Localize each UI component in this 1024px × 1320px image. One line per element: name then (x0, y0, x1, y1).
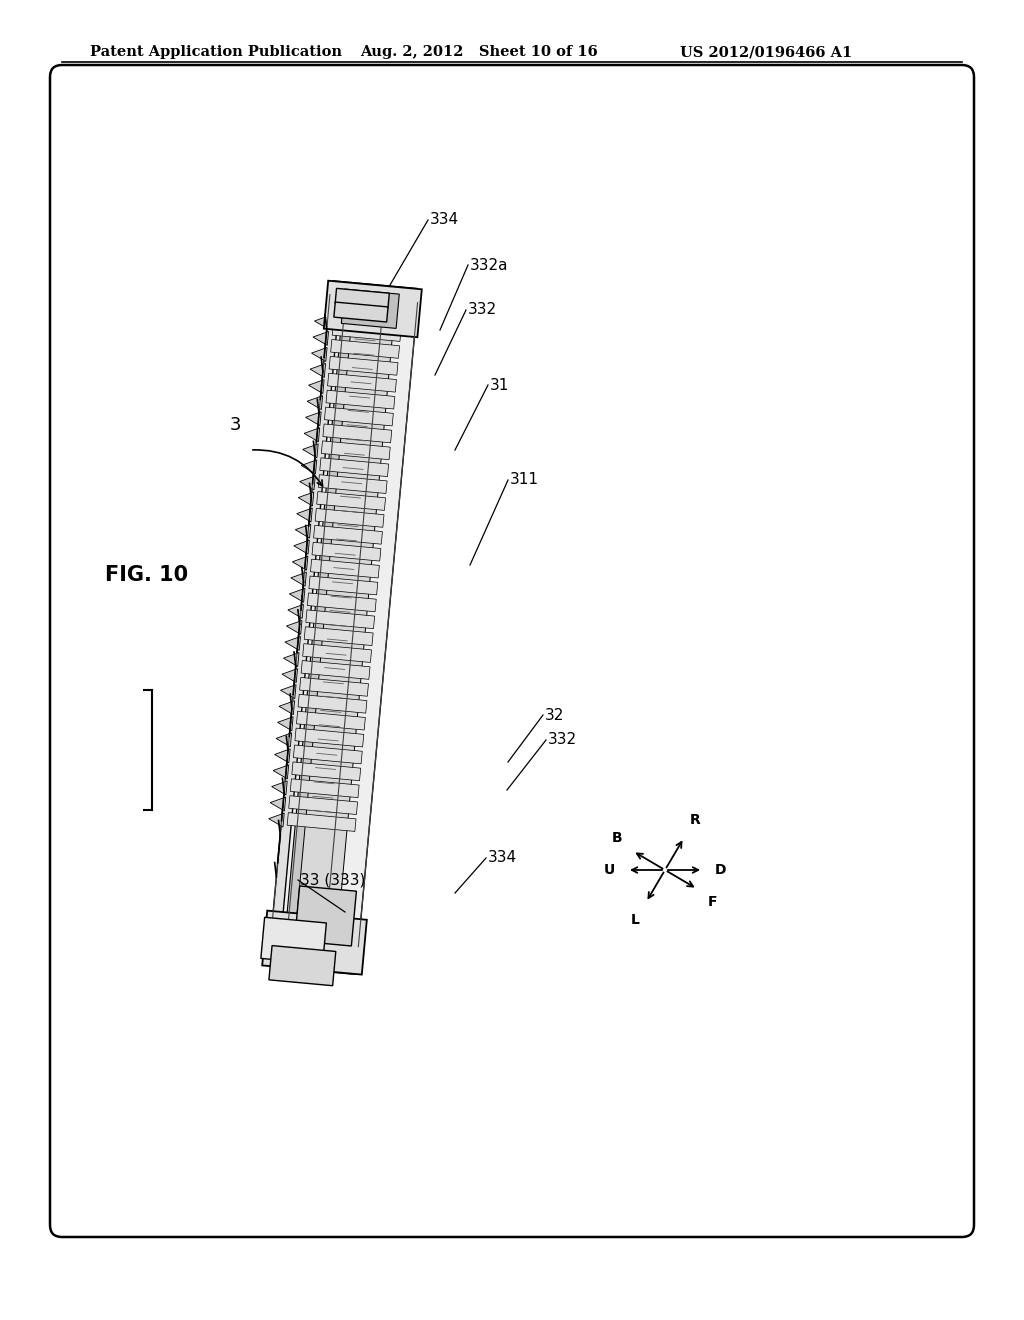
Polygon shape (273, 764, 289, 779)
Polygon shape (276, 733, 292, 747)
Polygon shape (288, 605, 303, 618)
Polygon shape (318, 475, 387, 494)
Polygon shape (312, 543, 381, 561)
Polygon shape (326, 391, 395, 409)
Polygon shape (316, 491, 386, 511)
Polygon shape (310, 363, 326, 378)
FancyBboxPatch shape (50, 65, 974, 1237)
Polygon shape (282, 669, 298, 682)
Polygon shape (270, 797, 286, 810)
Text: 334: 334 (430, 213, 459, 227)
Polygon shape (323, 424, 392, 442)
Polygon shape (331, 339, 399, 358)
Text: Aug. 2, 2012   Sheet 10 of 16: Aug. 2, 2012 Sheet 10 of 16 (360, 45, 598, 59)
Polygon shape (297, 508, 312, 521)
Polygon shape (281, 685, 296, 698)
Polygon shape (271, 781, 287, 795)
Polygon shape (281, 296, 418, 946)
Polygon shape (284, 652, 299, 667)
Text: D: D (715, 863, 726, 876)
Polygon shape (297, 711, 366, 730)
Polygon shape (295, 729, 364, 747)
Polygon shape (290, 779, 359, 797)
Text: 332a: 332a (470, 257, 509, 272)
Polygon shape (322, 441, 390, 459)
Polygon shape (307, 593, 376, 611)
Polygon shape (290, 589, 305, 602)
Polygon shape (292, 762, 360, 780)
Polygon shape (303, 444, 318, 458)
Polygon shape (261, 917, 327, 964)
Polygon shape (315, 508, 384, 527)
Text: 3: 3 (229, 416, 241, 434)
Polygon shape (334, 302, 388, 322)
Polygon shape (270, 281, 417, 974)
Polygon shape (270, 294, 408, 945)
Polygon shape (307, 396, 323, 409)
Polygon shape (291, 573, 306, 586)
Polygon shape (292, 556, 308, 570)
Polygon shape (319, 458, 389, 477)
Text: F: F (708, 895, 717, 909)
Polygon shape (305, 412, 322, 425)
Polygon shape (325, 407, 393, 426)
Polygon shape (278, 717, 293, 731)
Text: 311: 311 (510, 473, 539, 487)
Text: U: U (604, 863, 615, 876)
Polygon shape (324, 281, 422, 337)
Text: 332: 332 (548, 733, 578, 747)
Polygon shape (274, 748, 290, 763)
Text: R: R (690, 813, 700, 828)
Text: B: B (612, 832, 623, 845)
Text: 334: 334 (488, 850, 517, 866)
Polygon shape (314, 315, 330, 329)
Polygon shape (309, 576, 378, 595)
Polygon shape (328, 374, 396, 392)
Polygon shape (298, 492, 313, 506)
Polygon shape (332, 322, 401, 342)
Polygon shape (311, 347, 327, 362)
Text: US 2012/0196466 A1: US 2012/0196466 A1 (680, 45, 852, 59)
Polygon shape (335, 288, 389, 309)
Polygon shape (298, 694, 367, 713)
Polygon shape (293, 744, 362, 764)
Text: Patent Application Publication: Patent Application Publication (90, 45, 342, 59)
Polygon shape (285, 636, 300, 651)
Polygon shape (304, 627, 373, 645)
Polygon shape (268, 813, 285, 828)
Polygon shape (301, 660, 370, 680)
Polygon shape (269, 945, 336, 986)
Text: FIG. 10: FIG. 10 (105, 565, 188, 585)
Polygon shape (286, 310, 381, 929)
Polygon shape (313, 331, 329, 346)
Polygon shape (300, 477, 315, 490)
Text: 33 (333): 33 (333) (300, 873, 366, 887)
Polygon shape (313, 525, 382, 544)
Text: L: L (631, 912, 640, 927)
Polygon shape (296, 310, 394, 931)
Polygon shape (308, 380, 325, 393)
Polygon shape (279, 701, 295, 714)
Polygon shape (287, 813, 356, 832)
Polygon shape (301, 459, 316, 474)
Polygon shape (294, 540, 309, 554)
Polygon shape (262, 911, 367, 974)
Polygon shape (304, 428, 319, 442)
Polygon shape (310, 560, 379, 578)
Polygon shape (295, 524, 311, 539)
Polygon shape (303, 644, 372, 663)
Polygon shape (341, 289, 399, 329)
Polygon shape (287, 620, 302, 635)
Polygon shape (289, 796, 357, 814)
Polygon shape (329, 356, 398, 375)
Polygon shape (295, 886, 356, 946)
Text: 32: 32 (545, 708, 564, 722)
Polygon shape (300, 677, 369, 696)
Polygon shape (306, 610, 375, 628)
Text: 31: 31 (490, 378, 509, 392)
Text: 332: 332 (468, 302, 497, 318)
